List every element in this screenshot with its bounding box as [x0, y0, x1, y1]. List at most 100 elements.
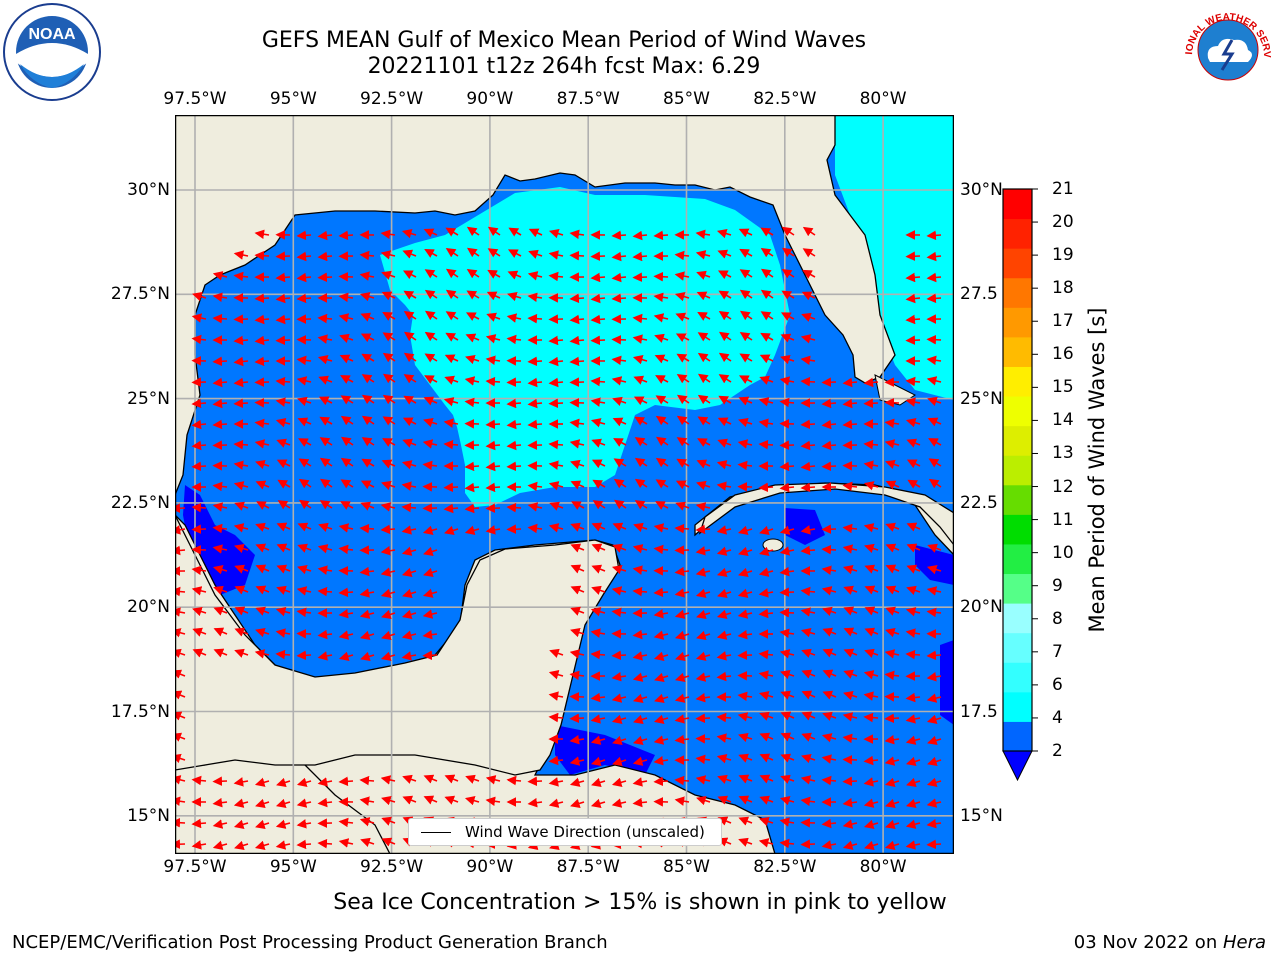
wind-wave-arrow	[527, 271, 543, 281]
wind-wave-arrow	[780, 690, 795, 700]
colorbar-level-label: 9	[1052, 575, 1063, 596]
wind-wave-arrow	[298, 478, 312, 489]
wind-wave-arrow	[213, 606, 228, 616]
wind-wave-arrow	[296, 839, 312, 850]
wind-wave-arrow	[507, 270, 522, 280]
colorbar-level-label: 4	[1052, 707, 1063, 728]
wind-wave-arrow	[653, 714, 669, 724]
wind-wave-arrow	[256, 501, 270, 510]
wind-wave-arrow	[466, 290, 480, 300]
wind-wave-arrow	[738, 567, 753, 578]
wind-wave-arrow	[382, 394, 396, 405]
wind-wave-arrow	[738, 732, 753, 743]
wind-wave-arrow	[613, 499, 627, 510]
wind-wave-arrow	[674, 250, 690, 261]
wind-wave-arrow	[695, 672, 711, 682]
wind-wave-arrow	[800, 376, 816, 387]
chart-title-line1: GEFS MEAN Gulf of Mexico Mean Period of …	[261, 28, 867, 53]
wind-wave-arrow	[800, 461, 816, 472]
colorbar-under-triangle	[1002, 750, 1033, 782]
wind-wave-arrow	[443, 482, 459, 493]
wind-wave-arrow	[590, 798, 606, 809]
wind-wave-arrow	[716, 754, 732, 764]
wind-wave-arrow	[360, 501, 375, 511]
wind-wave-arrow	[570, 606, 585, 616]
wind-wave-arrow	[674, 271, 690, 281]
wind-wave-arrow	[403, 311, 417, 321]
wind-wave-arrow	[695, 734, 711, 744]
wind-wave-arrow	[905, 692, 921, 703]
colorbar-segment	[1003, 573, 1032, 604]
wind-wave-arrow	[885, 480, 900, 490]
wind-wave-arrow	[926, 607, 942, 618]
wind-wave-arrow	[548, 271, 564, 282]
wind-wave-arrow	[821, 398, 837, 409]
wind-wave-arrow	[884, 777, 900, 787]
wind-wave-arrow	[779, 649, 795, 659]
wind-wave-arrow	[697, 312, 711, 321]
wind-wave-arrow	[570, 480, 585, 490]
wind-wave-arrow	[718, 352, 732, 363]
wind-wave-arrow	[611, 230, 627, 241]
wind-wave-arrow	[485, 525, 501, 535]
wind-wave-arrow	[318, 396, 333, 406]
wind-wave-arrow	[590, 335, 606, 346]
wind-wave-arrow	[695, 651, 711, 661]
wind-wave-arrow	[634, 457, 648, 468]
wind-wave-arrow	[738, 228, 753, 238]
wind-wave-arrow	[632, 355, 648, 365]
wind-wave-arrow	[653, 755, 669, 766]
wind-wave-arrow	[276, 777, 291, 788]
wind-wave-arrow	[466, 269, 480, 279]
wind-wave-arrow	[674, 734, 690, 745]
wind-wave-arrow	[338, 523, 354, 533]
wind-wave-arrow	[590, 418, 606, 428]
wind-wave-arrow	[359, 250, 375, 261]
wind-wave-arrow	[591, 564, 606, 574]
wind-wave-arrow	[569, 250, 585, 261]
wind-wave-arrow	[506, 398, 522, 409]
wind-wave-arrow	[191, 840, 207, 850]
wind-wave-arrow	[905, 335, 921, 346]
wind-wave-arrow	[317, 334, 333, 344]
wind-wave-arrow	[296, 777, 312, 787]
wind-wave-arrow	[381, 291, 396, 301]
wind-wave-arrow	[633, 522, 648, 532]
wind-wave-arrow	[884, 439, 900, 449]
wind-wave-arrow	[800, 355, 816, 366]
wind-wave-arrow	[338, 630, 354, 640]
wind-wave-arrow	[779, 440, 795, 450]
wind-wave-arrow	[590, 397, 606, 407]
wind-wave-arrow	[632, 544, 648, 554]
wind-wave-arrow	[695, 524, 711, 535]
wind-wave-arrow	[592, 500, 606, 510]
wind-wave-arrow	[485, 796, 501, 807]
wind-wave-arrow	[506, 419, 522, 430]
wind-wave-arrow	[926, 777, 942, 787]
chart-title-line2: 20221101 t12z 264h fcst Max: 6.29	[367, 54, 761, 79]
wind-wave-arrow	[254, 293, 270, 304]
wind-wave-arrow	[212, 565, 228, 575]
wind-wave-arrow	[359, 817, 375, 827]
wind-wave-arrow	[403, 331, 417, 342]
colorbar-level-label: 18	[1052, 278, 1074, 299]
wind-wave-arrow	[485, 503, 501, 513]
wind-wave-arrow	[254, 398, 270, 408]
wind-wave-arrow	[318, 522, 333, 532]
wind-wave-arrow	[759, 711, 774, 721]
wind-wave-arrow	[212, 481, 228, 492]
wind-wave-arrow	[423, 567, 438, 578]
wind-wave-arrow	[800, 607, 816, 617]
wind-wave-arrow	[926, 650, 942, 661]
wind-wave-arrow	[382, 332, 396, 342]
wind-wave-arrow	[548, 335, 564, 346]
wind-wave-arrow	[800, 525, 816, 535]
wind-wave-arrow	[801, 753, 816, 764]
wind-wave-arrow	[569, 734, 585, 745]
wind-wave-arrow	[485, 461, 501, 472]
wind-wave-arrow	[676, 353, 690, 363]
wind-wave-arrow	[192, 291, 207, 302]
wind-wave-arrow	[403, 352, 417, 363]
wind-wave-arrow	[843, 690, 858, 701]
wind-wave-arrow	[234, 543, 249, 554]
